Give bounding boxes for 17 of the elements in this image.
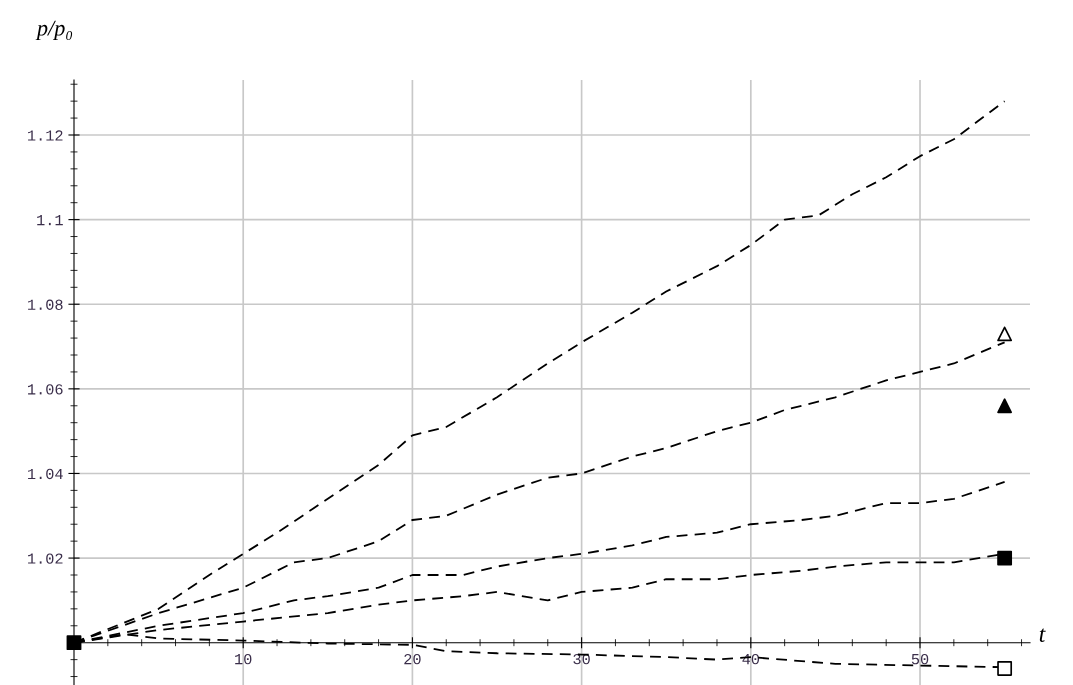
x-tick-label: 40 [742,653,760,665]
y-axis-title: p/p₀ [35,20,73,41]
x-tick-label: 50 [911,653,929,665]
y-tick-label: 1.08 [28,299,63,310]
point [66,635,82,651]
point [997,326,1013,342]
point [997,398,1013,414]
point [997,550,1013,566]
y-tick-label: 1.02 [28,553,63,564]
point [997,661,1013,676]
x-axis-title: t [1039,628,1046,642]
x-tick-label: 20 [404,653,421,665]
y-tick-label: 1.1 [37,215,63,226]
x-tick-label: 10 [235,653,252,665]
y-tick-label: 1.12 [28,130,63,141]
y-tick-label: 1.06 [28,384,63,395]
y-tick-label: 1.04 [28,468,63,480]
